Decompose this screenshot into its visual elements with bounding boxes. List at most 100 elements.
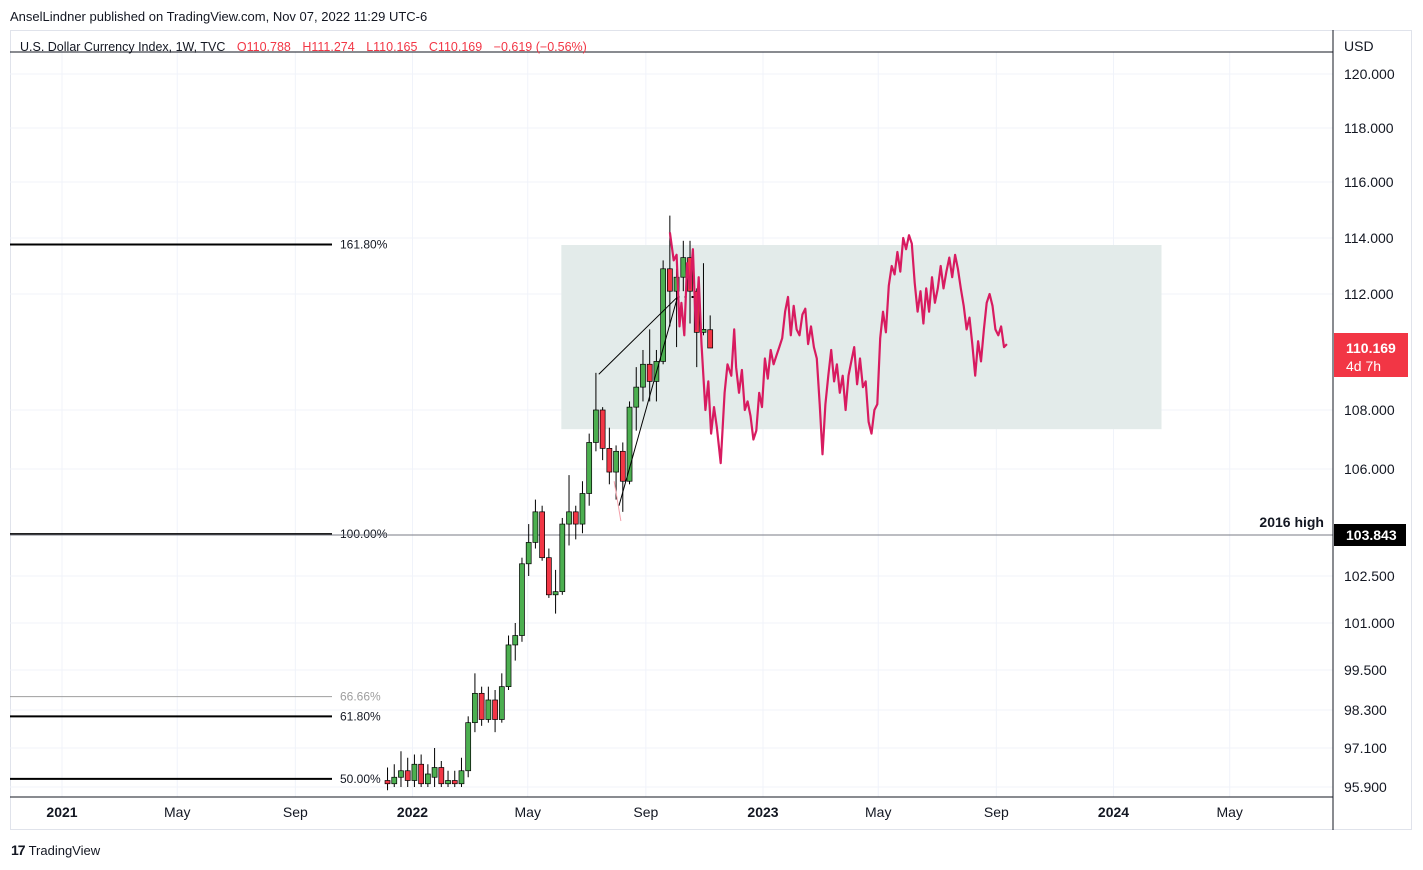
time-axis-label: May bbox=[865, 804, 891, 820]
price-axis-label: 98.300 bbox=[1344, 702, 1387, 718]
tradingview-logo-text: TradingView bbox=[28, 842, 101, 858]
last-price-badge: 110.169 4d 7h bbox=[1334, 333, 1408, 377]
candle-body bbox=[640, 363, 646, 388]
candle-body bbox=[646, 363, 653, 382]
price-axis-label: 112.000 bbox=[1344, 286, 1394, 302]
candle-body bbox=[478, 692, 485, 720]
candle-body bbox=[411, 763, 418, 781]
candle-body bbox=[438, 767, 445, 785]
legend-symbol: U.S. Dollar Currency Index, 1W, TVC bbox=[20, 40, 225, 54]
candle-body bbox=[472, 692, 478, 724]
candle-body bbox=[680, 257, 687, 278]
candle-body bbox=[384, 780, 391, 785]
time-axis-label: Sep bbox=[984, 804, 1009, 820]
price-axis-label: 116.000 bbox=[1344, 174, 1394, 190]
legend-change: −0.619 (−0.56%) bbox=[494, 40, 587, 54]
price-axis-label: 99.500 bbox=[1344, 662, 1387, 678]
candle-body bbox=[418, 763, 424, 785]
hline-price-value: 103.843 bbox=[1346, 527, 1397, 543]
candle-body bbox=[431, 767, 438, 778]
trend-line bbox=[618, 296, 679, 506]
candle-body bbox=[707, 329, 714, 349]
symbol-legend: U.S. Dollar Currency Index, 1W, TVC O110… bbox=[20, 40, 587, 54]
candle-body bbox=[539, 511, 545, 559]
legend-close: C110.169 bbox=[429, 40, 482, 54]
candle-body bbox=[572, 511, 579, 525]
price-axis-label: 102.500 bbox=[1344, 568, 1395, 584]
fibonacci-levels: 161.80% 100.00% 66.66% 61.80% 50.00% bbox=[10, 237, 388, 786]
time-axis-label: 2021 bbox=[46, 804, 77, 820]
time-axis-label: 2024 bbox=[1098, 804, 1129, 820]
candle-body bbox=[512, 635, 519, 646]
candle-body bbox=[633, 386, 640, 408]
time-axis-label: May bbox=[515, 804, 541, 820]
time-axis-label: Sep bbox=[633, 804, 658, 820]
candle-body bbox=[505, 644, 512, 688]
publisher-line: AnselLindner published on TradingView.co… bbox=[10, 9, 428, 24]
price-axis-label: 108.000 bbox=[1344, 402, 1395, 418]
candle-body bbox=[579, 493, 586, 525]
fib-label: 50.00% bbox=[340, 772, 381, 786]
legend-open: O110.788 bbox=[237, 40, 291, 54]
candle-body bbox=[566, 511, 572, 525]
candle-body bbox=[626, 406, 633, 482]
candlestick-series bbox=[384, 215, 714, 791]
price-axis-label: 101.000 bbox=[1344, 615, 1395, 631]
candle-body bbox=[458, 770, 465, 785]
candle-body bbox=[606, 448, 613, 473]
candle-body bbox=[485, 699, 492, 720]
candle-body bbox=[465, 722, 472, 772]
price-axis-label: 118.000 bbox=[1344, 120, 1394, 136]
time-axis-ticks: 2021 May Sep 2022 May Sep 2023 May Sep 2024 May bbox=[46, 804, 1242, 820]
last-price-value: 110.169 bbox=[1346, 340, 1396, 356]
candle-body bbox=[619, 450, 626, 482]
chart-frame bbox=[10, 30, 1412, 830]
candle-body bbox=[532, 511, 539, 543]
candle-body bbox=[498, 686, 505, 720]
currency-label: USD bbox=[1344, 38, 1374, 54]
candle-body bbox=[492, 699, 498, 720]
time-axis-label: May bbox=[1216, 804, 1242, 820]
legend-high: H111.274 bbox=[302, 40, 354, 54]
legend-low: L110.165 bbox=[366, 40, 417, 54]
drawing-tools bbox=[598, 295, 696, 522]
candle-body bbox=[546, 557, 552, 596]
candle-body bbox=[391, 776, 398, 785]
price-axis-label: 120.000 bbox=[1344, 66, 1395, 82]
time-axis-label: 2022 bbox=[397, 804, 428, 820]
fib-label: 61.80% bbox=[340, 709, 381, 723]
price-axis-label: 95.900 bbox=[1344, 779, 1387, 795]
arrow-tail bbox=[613, 481, 622, 522]
candle-body bbox=[660, 268, 666, 362]
candle-body bbox=[559, 523, 566, 593]
fib-label: 66.66% bbox=[340, 690, 381, 704]
candle-body bbox=[445, 780, 451, 785]
projection-path[interactable] bbox=[668, 232, 1008, 465]
tradingview-logo-icon: 17 bbox=[11, 842, 26, 858]
candle-body bbox=[593, 409, 599, 443]
consolidation-zone bbox=[561, 245, 1162, 430]
candle-body bbox=[552, 591, 559, 596]
price-axis-ticks: 120.000 118.000 116.000 114.000 112.000 108.0… bbox=[1344, 66, 1395, 795]
time-axis-label: 2023 bbox=[747, 804, 778, 820]
candle-body bbox=[398, 770, 404, 778]
horizontal-line-label: 2016 high bbox=[1259, 514, 1324, 530]
tradingview-logo[interactable]: 17 TradingView bbox=[11, 842, 100, 858]
candle-body bbox=[613, 450, 619, 473]
bar-countdown: 4d 7h bbox=[1346, 358, 1381, 374]
candle-body bbox=[519, 563, 525, 636]
price-axis-label: 106.000 bbox=[1344, 461, 1395, 477]
candle-body bbox=[667, 268, 673, 292]
trend-line bbox=[598, 296, 678, 375]
candle-body bbox=[425, 773, 431, 785]
candle-body bbox=[404, 770, 411, 781]
candle-body bbox=[525, 542, 532, 565]
candle-body bbox=[586, 442, 593, 494]
fib-label: 100.00% bbox=[340, 527, 388, 541]
time-axis-label: Sep bbox=[283, 804, 308, 820]
fib-label: 161.80% bbox=[340, 237, 388, 251]
price-axis-label: 97.100 bbox=[1344, 740, 1387, 756]
time-axis-label: May bbox=[164, 804, 190, 820]
candle-body bbox=[599, 409, 606, 449]
